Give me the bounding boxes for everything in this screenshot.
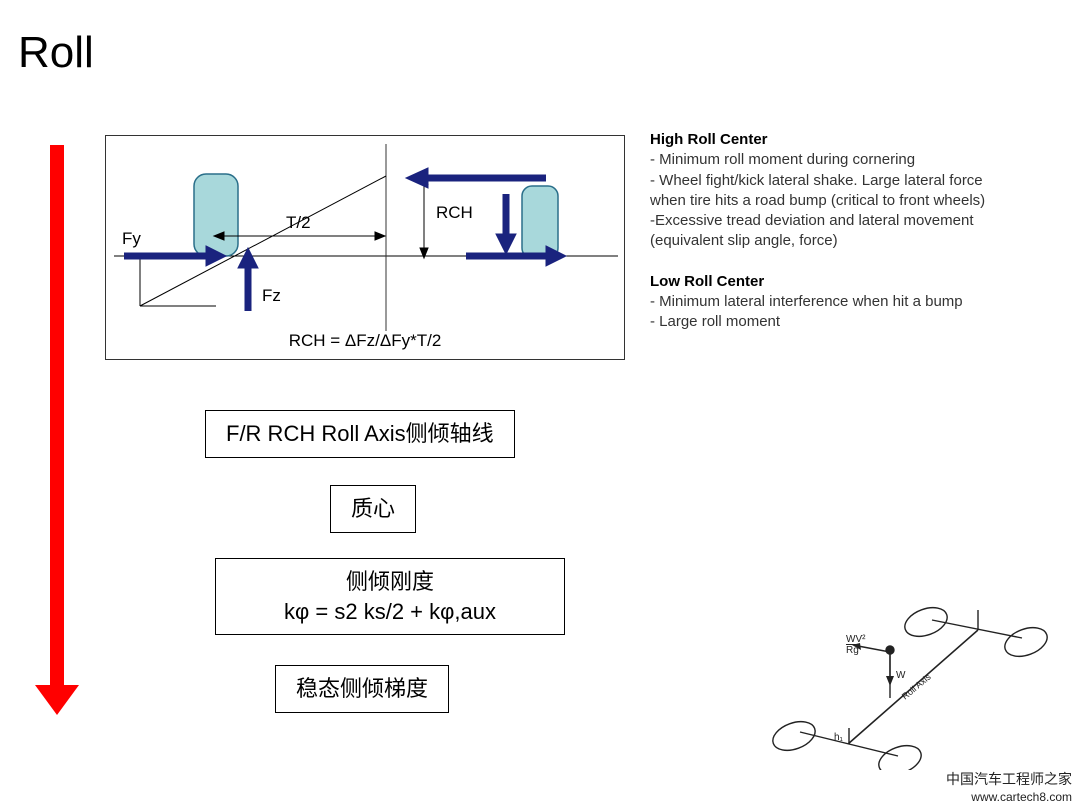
roll-center-text: High Roll Center - Minimum roll moment d… xyxy=(650,130,1060,333)
rch-formula: RCH = ΔFz/ΔFy*T/2 xyxy=(106,331,624,351)
w-label: W xyxy=(896,670,906,681)
high-rc-line: when tire hits a road bump (critical to … xyxy=(650,192,985,209)
wv2-label: WV² xyxy=(846,634,866,645)
low-rc-line: - Large roll moment xyxy=(650,313,780,330)
fy-label: Fy xyxy=(122,229,141,248)
left-tire xyxy=(194,174,238,256)
h1-label: h₁ xyxy=(834,732,844,743)
t2-label: T/2 xyxy=(286,213,311,232)
top-force-arrow xyxy=(406,168,546,188)
roll-stiffness-title: 侧倾刚度 xyxy=(346,569,434,594)
chassis-roll-axis-sketch: WV² Rg W h₁ Roll Axis xyxy=(750,580,1050,770)
watermark: 中国汽车工程师之家 www.cartech8.com xyxy=(946,773,1072,804)
high-rc-heading: High Roll Center xyxy=(650,131,768,148)
high-rc-line: - Minimum roll moment during cornering xyxy=(650,151,915,168)
flow-box-roll-stiffness: 侧倾刚度 kφ = s2 ks/2 + kφ,aux xyxy=(215,558,565,635)
low-rc-line: - Minimum lateral interference when hit … xyxy=(650,293,963,310)
high-rc-line: - Wheel fight/kick lateral shake. Large … xyxy=(650,172,983,189)
fz-arrow xyxy=(238,248,258,311)
fz-label: Fz xyxy=(262,286,281,305)
watermark-url: www.cartech8.com xyxy=(946,790,1072,804)
fy-arrow xyxy=(124,246,226,266)
high-rc-line: (equivalent slip angle, force) xyxy=(650,232,838,249)
flow-arrow-down xyxy=(50,145,79,715)
high-rc-line: -Excessive tread deviation and lateral m… xyxy=(650,212,974,229)
flow-box-roll-axis: F/R RCH Roll Axis侧倾轴线 xyxy=(205,410,515,458)
right-tire xyxy=(522,186,558,258)
rch-diagram-svg: Fy Fz T/2 RCH xyxy=(106,136,626,361)
roll-stiffness-eq: kφ = s2 ks/2 + kφ,aux xyxy=(284,599,496,624)
rch-diagram: Fy Fz T/2 RCH xyxy=(105,135,625,360)
watermark-line1: 中国汽车工程师之家 xyxy=(946,773,1072,790)
down-force-arrow xyxy=(496,194,516,254)
flow-box-roll-gradient: 稳态侧倾梯度 xyxy=(275,665,449,713)
rch-label: RCH xyxy=(436,203,473,222)
low-rc-heading: Low Roll Center xyxy=(650,273,764,290)
page-title: Roll xyxy=(18,28,94,78)
arrow-shaft xyxy=(50,145,64,685)
flow-box-cg: 质心 xyxy=(330,485,416,533)
arrow-head-icon xyxy=(35,685,79,715)
right-ground-arrow xyxy=(466,246,566,266)
rg-label: Rg xyxy=(846,645,859,656)
